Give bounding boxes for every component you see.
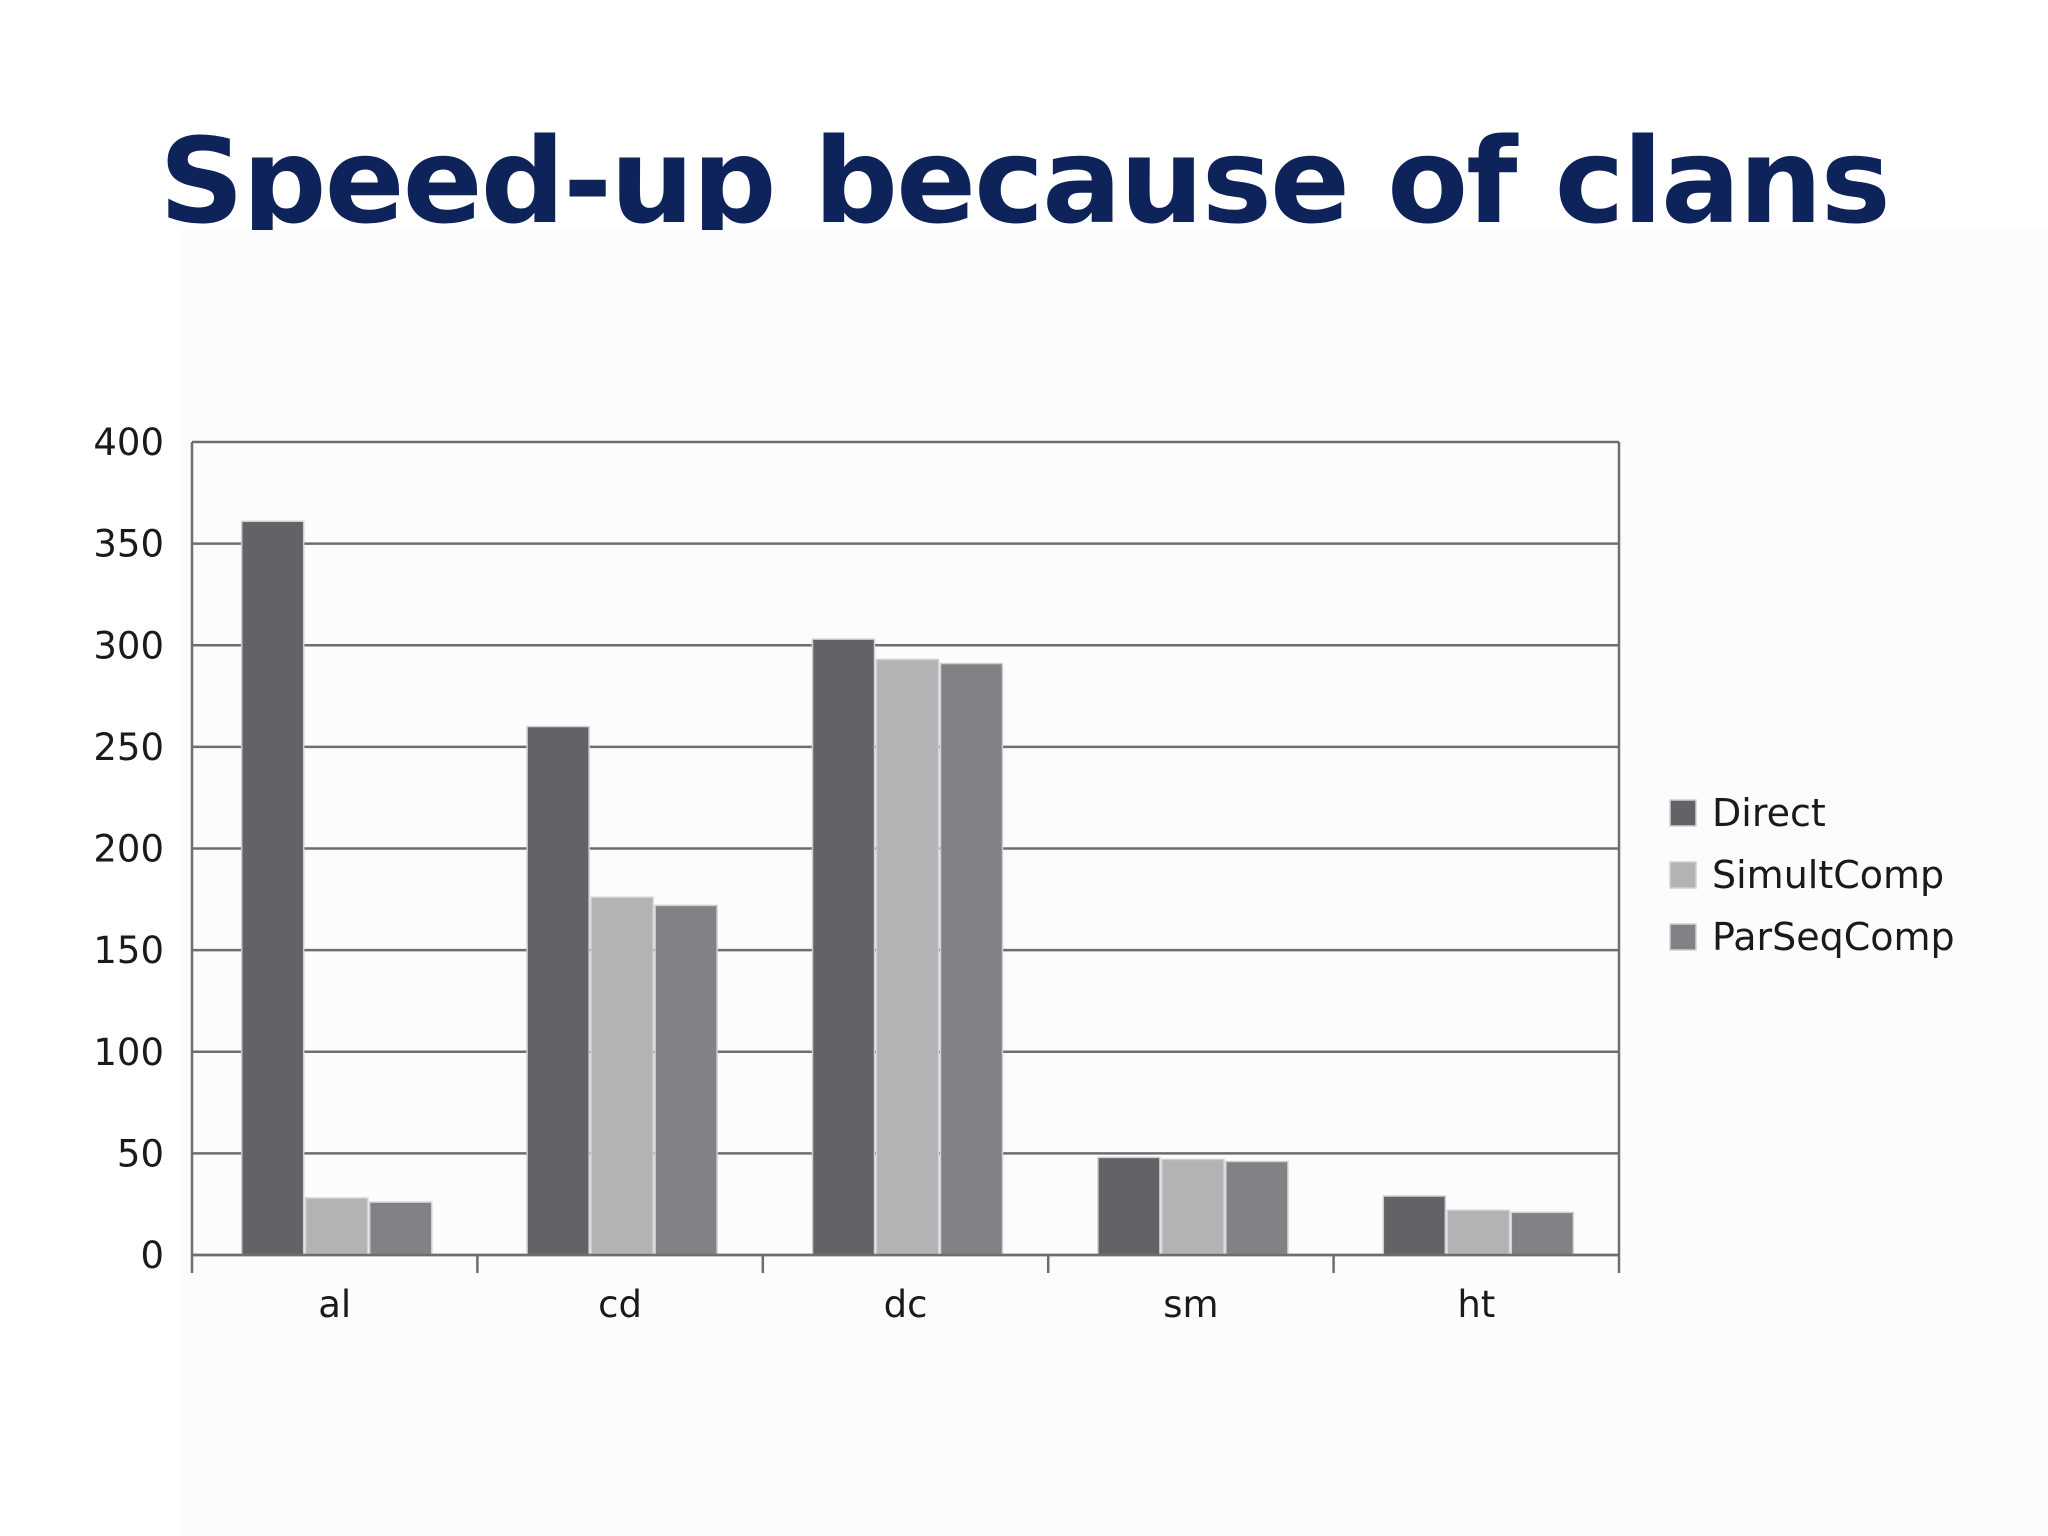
axes: 0 50 100 150 200 250 300 350 400 al cd dc sm ht [93, 421, 1621, 1326]
legend: Direct SimultComp ParSeqComp [1669, 791, 1955, 959]
y-tick-label: 150 [93, 929, 164, 972]
bar-parseqcomp-dc [939, 662, 1004, 1256]
bar-simultcomp-dc [875, 658, 940, 1256]
bar-direct-al [240, 520, 305, 1256]
bar-direct-dc [811, 638, 876, 1256]
legend-swatch-direct [1669, 799, 1697, 827]
y-tick-label: 400 [93, 421, 164, 464]
x-tick-label: sm [1163, 1283, 1218, 1326]
bar-simultcomp-sm [1161, 1158, 1225, 1256]
y-tick-label: 350 [93, 523, 164, 566]
legend-label-simultcomp: SimultComp [1712, 853, 1944, 897]
bar-parseqcomp-ht [1510, 1211, 1575, 1256]
x-tick-label: cd [598, 1283, 642, 1326]
legend-swatch-parseqcomp [1669, 923, 1697, 951]
legend-swatch-simultcomp [1669, 861, 1697, 889]
legend-label-direct: Direct [1712, 791, 1826, 835]
y-tick-label: 250 [93, 726, 164, 769]
bar-direct-cd [526, 725, 590, 1256]
bar-parseqcomp-cd [654, 904, 718, 1256]
bars [240, 520, 1575, 1256]
bar-simultcomp-cd [590, 896, 654, 1256]
bar-direct-sm [1097, 1156, 1161, 1256]
bar-parseqcomp-sm [1225, 1160, 1289, 1256]
bar-parseqcomp-al [368, 1201, 433, 1256]
y-tick-label: 50 [117, 1132, 164, 1175]
x-tick-label: dc [884, 1283, 928, 1326]
y-tick-label: 0 [140, 1234, 164, 1277]
x-tick-label: al [318, 1283, 351, 1326]
bar-direct-ht [1382, 1195, 1447, 1256]
y-tick-label: 300 [93, 624, 164, 667]
x-tick-label: ht [1457, 1283, 1495, 1326]
y-tick-label: 100 [93, 1031, 164, 1074]
slide-title: Speed-up because of clans [159, 112, 1891, 250]
y-tick-label: 200 [93, 828, 164, 871]
legend-label-parseqcomp: ParSeqComp [1712, 915, 1955, 959]
chart-panel [180, 230, 2048, 1536]
bar-simultcomp-al [304, 1197, 369, 1256]
bar-simultcomp-ht [1446, 1209, 1511, 1256]
